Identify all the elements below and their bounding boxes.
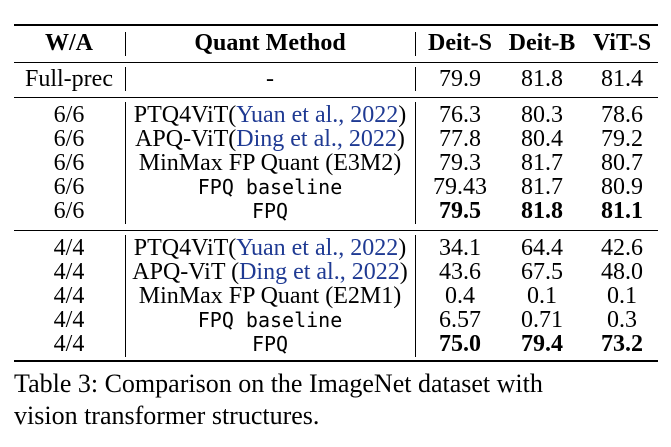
row-method: MinMax FP Quant (E3M2) (138, 150, 402, 176)
row-wa: 6/6 (53, 102, 85, 128)
row-wa: 6/6 (53, 198, 85, 224)
caption-line: Table 3: Comparison on the ImageNet data… (14, 369, 543, 398)
row-deit-s: 75.0 (439, 331, 481, 357)
row-wa: 6/6 (53, 150, 85, 176)
fullprec-vit-s: 81.4 (601, 66, 643, 92)
row-deit-s: 77.8 (439, 126, 481, 152)
column-separator-right (415, 32, 416, 56)
table-bottom-rule (14, 360, 658, 362)
row-vit-s: 79.2 (601, 126, 643, 152)
row-vit-s: 80.9 (601, 174, 643, 200)
fullprec-deit-b: 81.8 (521, 66, 563, 92)
row-deit-b: 80.4 (521, 126, 563, 152)
method-close: ) (396, 126, 405, 152)
header-deit-s: Deit-S (428, 30, 492, 56)
header-quant-method: Quant Method (194, 30, 346, 56)
row-method: MinMax FP Quant (E2M1) (138, 283, 402, 309)
caption-line: vision transformer structures. (14, 401, 320, 430)
row-vit-s: 80.7 (601, 150, 643, 176)
row-deit-b: 81.8 (521, 198, 563, 224)
row-vit-s: 42.6 (601, 235, 643, 261)
column-separator-right (415, 102, 416, 224)
row-method: PTQ4ViT(Yuan et al., 2022) (125, 235, 415, 261)
row-deit-b: 80.3 (521, 102, 563, 128)
row-deit-s: 34.1 (439, 235, 481, 261)
citation-link[interactable]: Yuan et al., 2022 (236, 235, 399, 261)
row-deit-b: 67.5 (521, 259, 563, 285)
method-name: APQ-ViT ( (132, 259, 240, 285)
row-deit-b: 64.4 (521, 235, 563, 261)
row-deit-b: 0.1 (527, 283, 557, 309)
row-deit-b: 81.7 (521, 174, 563, 200)
citation-link[interactable]: Yuan et al., 2022 (236, 102, 399, 128)
citation-link[interactable]: Ding et al., 2022 (236, 126, 397, 152)
row-deit-s: 43.6 (439, 259, 481, 285)
row-vit-s: 81.1 (601, 198, 643, 224)
row-deit-b: 79.4 (521, 331, 563, 357)
row-vit-s: 0.3 (607, 307, 637, 333)
header-deit-b: Deit-B (508, 30, 576, 56)
fullprec-wa: Full-prec (25, 66, 113, 92)
method-close: ) (399, 259, 408, 285)
row-wa: 6/6 (53, 174, 85, 200)
fullprec-method: - (266, 66, 274, 92)
method-name: APQ-ViT( (135, 126, 237, 152)
group-separator-rule (14, 230, 658, 231)
row-method: PTQ4ViT(Yuan et al., 2022) (125, 102, 415, 128)
column-separator-left (125, 102, 126, 224)
row-method: FPQ (251, 332, 289, 356)
row-deit-b: 0.71 (521, 307, 563, 333)
row-deit-s: 79.3 (439, 150, 481, 176)
table-top-rule (14, 24, 658, 26)
row-method: APQ-ViT(Ding et al., 2022) (125, 126, 415, 152)
row-method: APQ-ViT (Ding et al., 2022) (125, 259, 415, 285)
row-vit-s: 0.1 (607, 283, 637, 309)
row-method: FPQ baseline (197, 175, 343, 199)
method-name: PTQ4ViT( (133, 235, 237, 261)
row-wa: 4/4 (53, 259, 85, 285)
row-deit-s: 76.3 (439, 102, 481, 128)
row-deit-s: 79.5 (439, 198, 481, 224)
row-wa: 4/4 (53, 307, 85, 333)
column-separator-right (415, 67, 416, 91)
row-method: FPQ baseline (197, 308, 343, 332)
header-rule (14, 62, 658, 63)
row-wa: 6/6 (53, 126, 85, 152)
fullprec-deit-s: 79.9 (439, 66, 481, 92)
table-caption: Table 3: Comparison on the ImageNet data… (14, 368, 664, 432)
row-wa: 4/4 (53, 331, 85, 357)
row-vit-s: 73.2 (601, 331, 643, 357)
header-vit-s: ViT-S (592, 30, 652, 56)
citation-link[interactable]: Ding et al., 2022 (239, 259, 400, 285)
row-deit-s: 0.4 (445, 283, 475, 309)
column-separator-left (125, 67, 126, 91)
row-deit-s: 6.57 (439, 307, 481, 333)
row-vit-s: 48.0 (601, 259, 643, 285)
column-separator-left (125, 32, 126, 56)
row-vit-s: 78.6 (601, 102, 643, 128)
row-wa: 4/4 (53, 235, 85, 261)
column-separator-right (415, 235, 416, 357)
fullprec-rule (14, 97, 658, 98)
method-close: ) (398, 235, 407, 261)
method-name: PTQ4ViT( (133, 102, 237, 128)
row-method: FPQ (251, 199, 289, 223)
row-deit-s: 79.43 (433, 174, 487, 200)
header-wa: W/A (45, 30, 93, 56)
row-wa: 4/4 (53, 283, 85, 309)
method-close: ) (398, 102, 407, 128)
row-deit-b: 81.7 (521, 150, 563, 176)
column-separator-left (125, 235, 126, 357)
